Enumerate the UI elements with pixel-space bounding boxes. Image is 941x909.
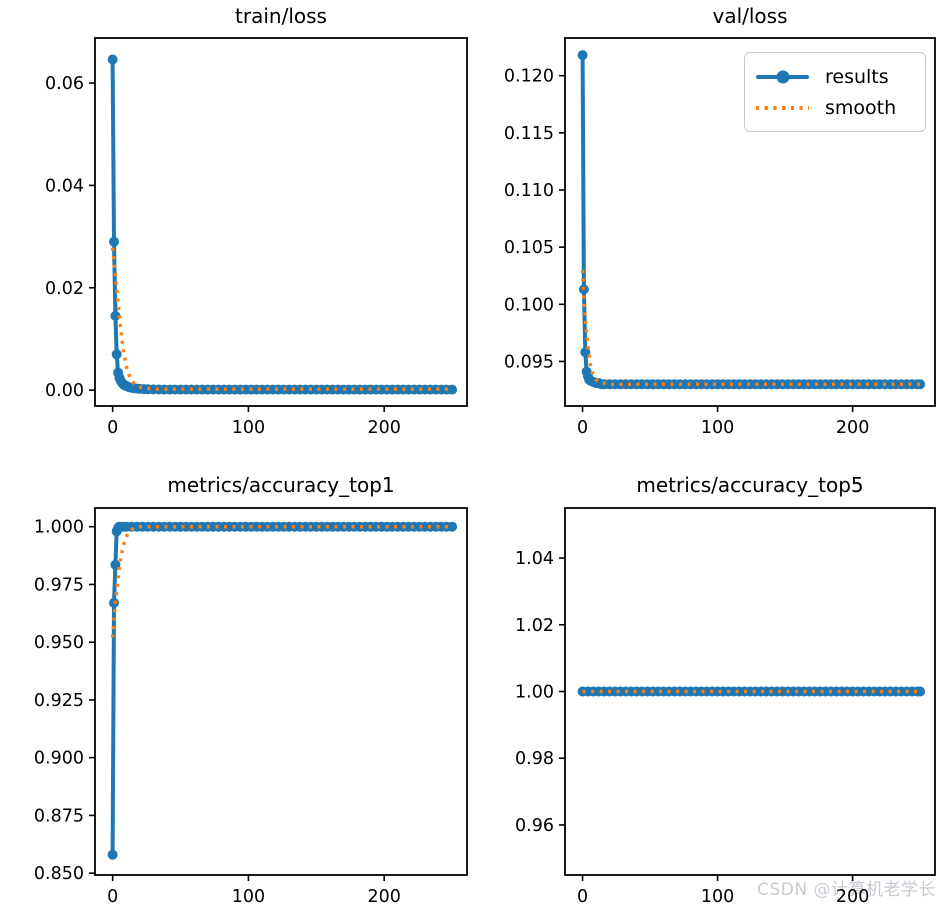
subplot-metrics-accuracy-top5: 0 100 200 0.96 0.98 1.00 1.02 1.04 — [515, 507, 936, 907]
y-tick-label: 0.975 — [34, 575, 84, 595]
y-tick-label: 0.925 — [34, 691, 84, 711]
x-tick-label: 0 — [107, 418, 118, 438]
legend-swatch-results-line-icon — [756, 70, 809, 83]
series-results-line — [110, 57, 455, 392]
subplot-val-loss: 0 100 200 0.095 0.100 0.105 0.110 0.115 0.120 — [504, 37, 936, 438]
subplot-title-train-loss: train/loss — [235, 4, 327, 28]
axes-border — [564, 37, 936, 407]
y-tick-label: 0.110 — [504, 181, 554, 201]
legend-swatch-smooth-dotted-line-icon — [756, 105, 809, 110]
subplot-title-val-loss: val/loss — [712, 4, 788, 28]
y-tick-label: 0.115 — [504, 124, 554, 144]
x-tick-label: 0 — [107, 887, 118, 907]
x-tick-label: 200 — [836, 418, 869, 438]
subplot-title-accuracy-top5: metrics/accuracy_top5 — [636, 473, 864, 497]
y-tick-label: 0.100 — [504, 295, 554, 315]
x-tick-label: 100 — [701, 418, 734, 438]
y-tick-label: 0.98 — [515, 749, 554, 769]
legend-item-results: results — [756, 63, 915, 91]
y-tick-label: 0.850 — [34, 864, 84, 884]
x-tick-label: 0 — [577, 887, 588, 907]
y-tick-label: 0.96 — [515, 816, 554, 836]
series-results-markers — [577, 686, 926, 697]
y-tick-label: 1.00 — [515, 683, 554, 703]
y-tick-label: 1.000 — [34, 518, 84, 538]
y-tick-label: 0.04 — [45, 176, 84, 196]
legend-label-results: results — [825, 65, 889, 88]
legend-label-smooth: smooth — [825, 96, 897, 119]
series-results-line — [110, 524, 455, 857]
x-tick-label: 200 — [367, 418, 400, 438]
axes-border — [94, 37, 468, 407]
y-tick-label: 0.105 — [504, 238, 554, 258]
series-smooth-line — [110, 247, 453, 391]
x-tick-label: 100 — [232, 887, 265, 907]
series-smooth-line — [580, 269, 921, 387]
axes-border — [564, 507, 936, 876]
series-results-markers — [107, 54, 458, 395]
axes-border — [94, 507, 468, 876]
x-tick-label: 100 — [232, 418, 265, 438]
y-tick-label: 0.120 — [504, 67, 554, 87]
x-tick-label: 0 — [577, 418, 588, 438]
watermark: CSDN @计算机老学长 — [757, 880, 936, 900]
series-results-markers — [107, 521, 458, 860]
y-tick-label: 0.950 — [34, 633, 84, 653]
subplot-train-loss: 0 100 200 0.00 0.02 0.04 0.06 — [45, 37, 468, 438]
subplot-metrics-accuracy-top1: 0 100 200 0.850 0.875 0.900 0.925 0.950 0.975 1.0… — [34, 507, 468, 907]
y-tick-label: 1.02 — [515, 616, 554, 636]
y-tick-label: 0.06 — [45, 74, 84, 94]
x-tick-label: 200 — [367, 887, 400, 907]
x-tick-label: 200 — [836, 887, 869, 907]
y-tick-label: 1.04 — [515, 549, 554, 569]
legend-results-marker-dot-icon — [776, 70, 789, 83]
y-tick-label: 0.00 — [45, 381, 84, 401]
x-tick-label: 100 — [701, 887, 734, 907]
y-tick-label: 0.900 — [34, 749, 84, 769]
series-smooth-line — [110, 524, 453, 638]
y-tick-label: 0.875 — [34, 806, 84, 826]
legend-item-smooth: smooth — [756, 94, 915, 122]
legend: results smooth — [744, 52, 926, 132]
y-tick-label: 0.095 — [504, 352, 554, 372]
y-tick-label: 0.02 — [45, 279, 84, 299]
subplot-title-accuracy-top1: metrics/accuracy_top1 — [167, 473, 395, 497]
